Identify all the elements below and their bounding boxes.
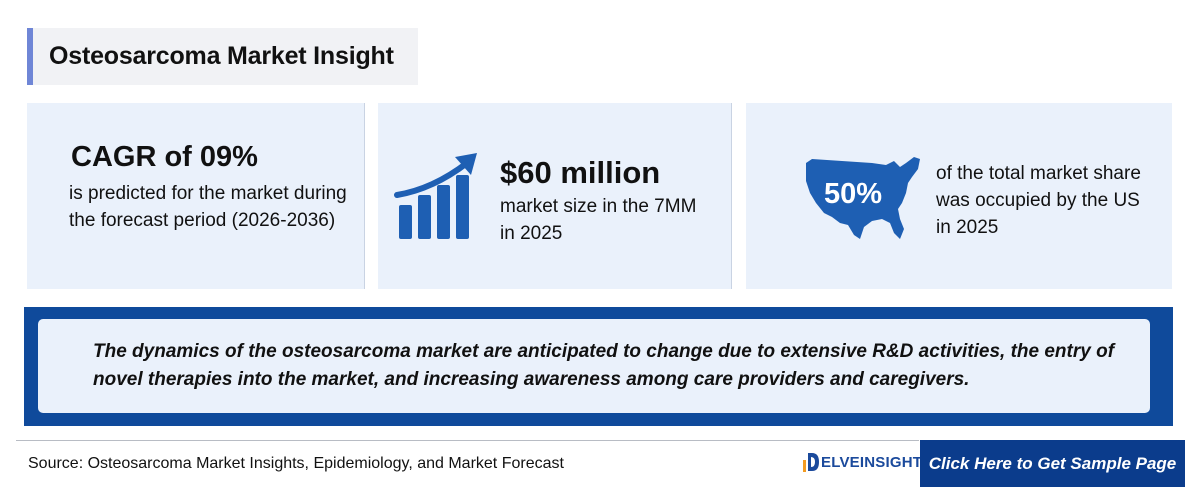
logo-mark-icon <box>803 453 819 472</box>
banner-text: The dynamics of the osteosarcoma market … <box>93 341 1115 390</box>
market-size-headline: $60 million <box>500 155 661 190</box>
footer-divider <box>16 440 919 441</box>
us-share-headline: 50% <box>824 178 883 210</box>
logo-text: ELVEINSIGHT <box>821 453 923 471</box>
cagr-card: CAGR of 09% is predicted for the market … <box>27 103 364 289</box>
title-box: Osteosarcoma Market Insight <box>27 28 418 85</box>
market-size-card: $60 million market size in the 7MM in 20… <box>378 103 731 289</box>
growth-bar-chart-icon <box>394 153 477 239</box>
cagr-description: is predicted for the market during the f… <box>69 183 347 231</box>
get-sample-page-button[interactable]: Click Here to Get Sample Page <box>920 440 1185 487</box>
delveinsight-logo: ELVEINSIGHT <box>803 452 922 472</box>
card-divider <box>364 103 365 289</box>
market-size-description: market size in the 7MM in 2025 <box>500 196 697 244</box>
cagr-headline: CAGR of 09% <box>71 141 258 173</box>
card-divider <box>731 103 732 289</box>
cta-label: Click Here to Get Sample Page <box>928 453 1177 473</box>
us-share-description: of the total market share was occupied b… <box>936 163 1141 238</box>
us-share-card: 50% of the total market share was occupi… <box>746 103 1172 289</box>
us-map-icon <box>806 157 920 239</box>
page-title: Osteosarcoma Market Insight <box>49 42 394 70</box>
banner-panel: The dynamics of the osteosarcoma market … <box>38 319 1150 413</box>
source-text: Source: Osteosarcoma Market Insights, Ep… <box>28 455 564 472</box>
insight-banner: The dynamics of the osteosarcoma market … <box>24 307 1173 426</box>
